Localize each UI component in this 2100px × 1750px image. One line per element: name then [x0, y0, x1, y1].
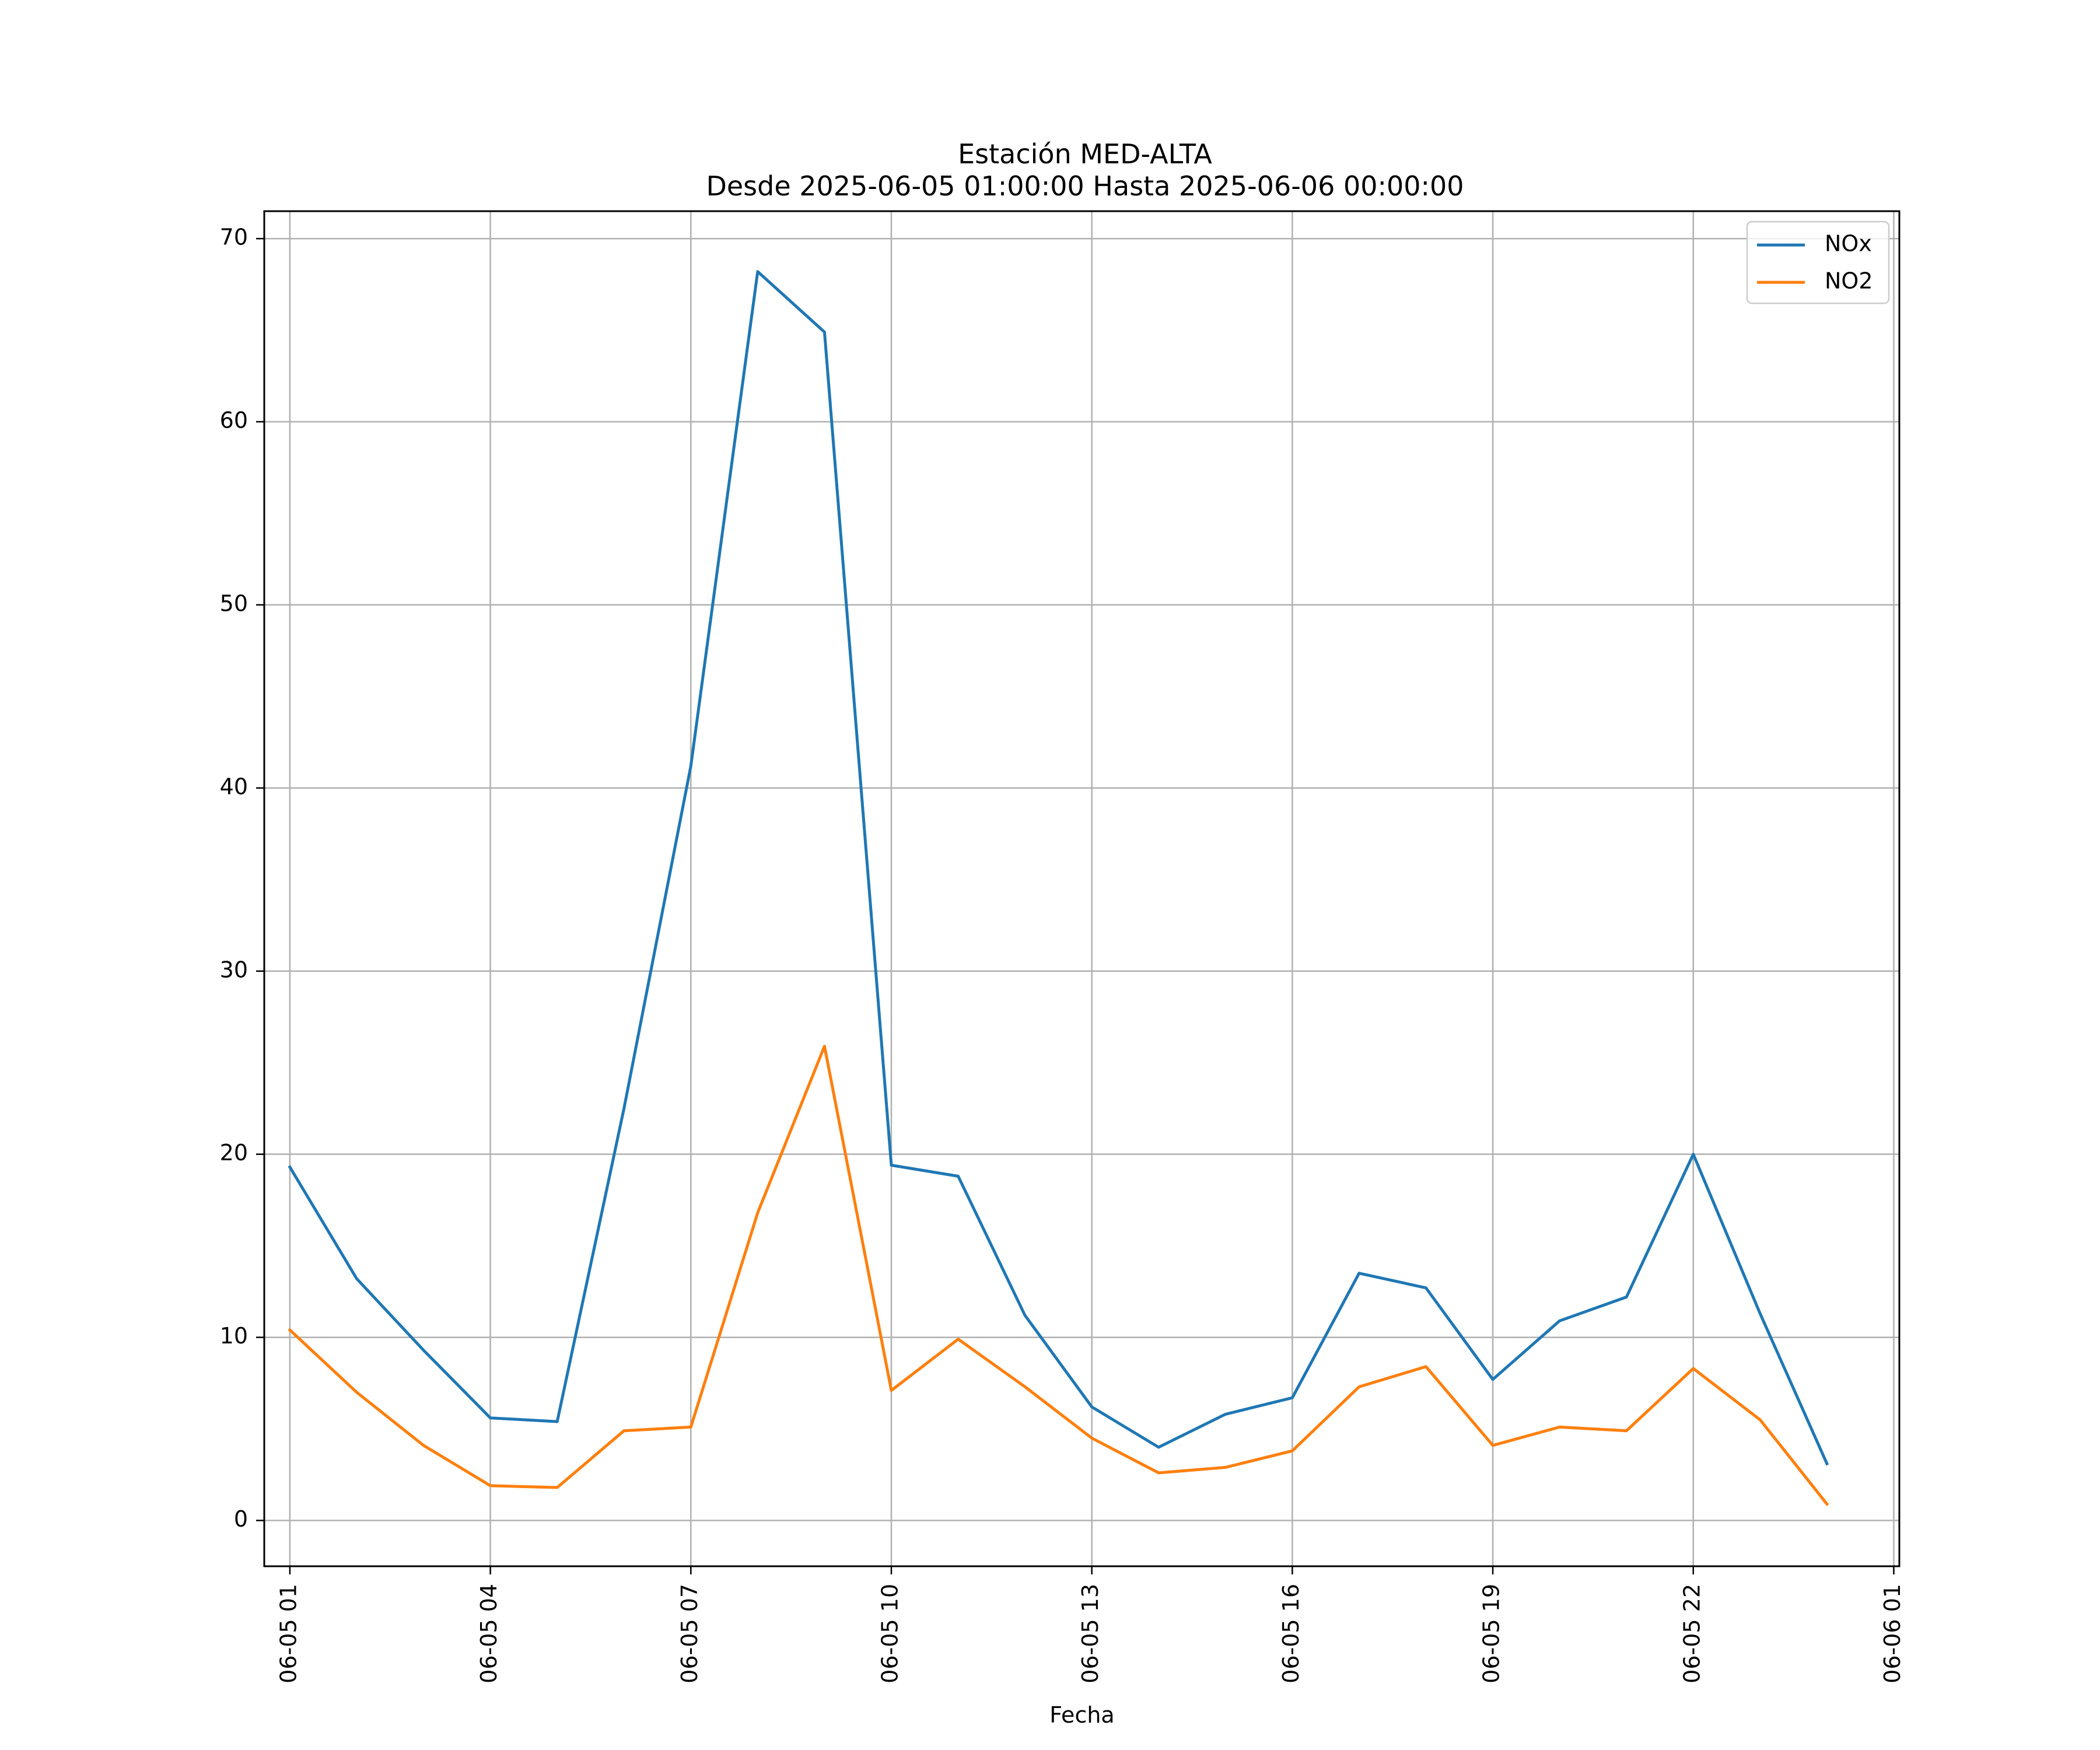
series-line-nox: [288, 270, 1829, 1466]
plot-frame: [263, 210, 1901, 1567]
legend: NOx NO2: [1746, 220, 1890, 304]
y-tick-label: 60: [220, 408, 248, 433]
y-tick-label: 50: [220, 590, 248, 616]
chart-title: Estación MED-ALTA: [958, 138, 1212, 170]
x-tick-label: 06-05 19: [1479, 1584, 1504, 1684]
x-tick-label: 06-05 13: [1077, 1584, 1103, 1684]
y-tick-label: 10: [220, 1323, 248, 1349]
legend-label-nox: NOx: [1825, 231, 1872, 257]
y-tick-label: 40: [220, 774, 248, 799]
grid-lines: [264, 211, 1899, 1566]
legend-label-no2: NO2: [1825, 268, 1873, 294]
chart-subtitle: Desde 2025-06-05 01:00:00 Hasta 2025-06-…: [706, 170, 1464, 202]
x-tick-label: 06-05 07: [677, 1584, 702, 1684]
y-tick-label: 70: [220, 225, 248, 250]
x-tick-label: 06-05 16: [1278, 1584, 1304, 1684]
x-tick-label: 06-05 01: [275, 1584, 301, 1684]
series-line-no2: [288, 1045, 1829, 1506]
x-tick-label: 06-05 22: [1679, 1584, 1704, 1684]
y-tick-label: 0: [234, 1506, 248, 1532]
y-tick-label: 30: [220, 957, 248, 982]
series-lines: [288, 270, 1829, 1506]
x-tick-label: 06-06 01: [1880, 1584, 1905, 1684]
x-tick-label: 06-05 10: [877, 1584, 902, 1684]
y-tick-label: 20: [220, 1140, 248, 1166]
x-axis: 06-05 01 06-05 04 06-05 07 06-05 10 06-05 13…: [275, 1566, 1905, 1684]
x-tick-label: 06-05 04: [476, 1584, 502, 1684]
x-axis-label: Fecha: [1049, 1702, 1114, 1728]
y-axis: 0 10 20 30 40 50 60 70: [220, 225, 264, 1532]
